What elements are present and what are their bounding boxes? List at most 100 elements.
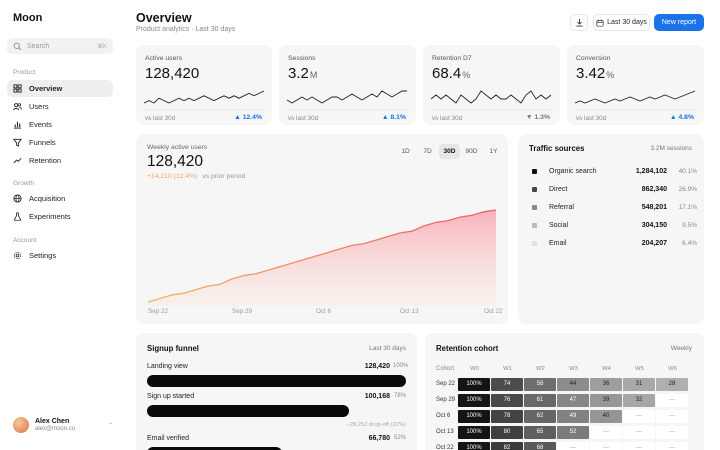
date-range-button[interactable]: Last 30 days: [593, 14, 650, 31]
x-tick-label: Oct 13: [400, 308, 419, 315]
retention-cell[interactable]: —: [656, 393, 688, 407]
retention-cell[interactable]: 40: [590, 409, 622, 423]
legend-swatch: [532, 168, 537, 174]
chevron-icon: ⌃: [107, 422, 113, 429]
retention-cell[interactable]: 100%: [458, 393, 490, 407]
retention-cell[interactable]: —: [590, 441, 622, 450]
retention-cell[interactable]: —: [623, 425, 655, 439]
kpi-card-conversion: Conversion 3.42% vs last 30d ▲ 4.8%: [567, 45, 704, 125]
retention-title: Retention cohort: [436, 344, 499, 353]
search-icon: [13, 42, 22, 50]
drop-off-note: −28,252 drop-off (22%): [346, 422, 406, 428]
trend-icon: [13, 157, 22, 164]
retention-header-row: Cohort W0 W1 W2 W3 W4 W5 W6: [436, 362, 689, 376]
traffic-row[interactable]: Email 204,207 6.4%: [529, 235, 697, 251]
search-input[interactable]: Search ⌘K: [7, 38, 113, 54]
retention-cell[interactable]: 36: [590, 377, 622, 391]
signup-funnel-card: Signup funnel Last 30 days Landing view 1…: [136, 333, 417, 450]
retention-cell[interactable]: 100%: [458, 425, 490, 439]
sidebar-item-label: Retention: [29, 156, 62, 165]
divider: [287, 109, 408, 110]
kpi-sparkline: [287, 90, 407, 104]
retention-cell[interactable]: —: [656, 441, 688, 450]
kpi-value: 3.2M: [288, 65, 318, 82]
range-tab-90d[interactable]: 90D: [465, 148, 478, 155]
kpi-delta: ▲ 4.8%: [669, 114, 694, 121]
funnel-step[interactable]: Landing view 128,420 100%: [147, 361, 408, 387]
range-tab-1y[interactable]: 1Y: [489, 148, 498, 155]
retention-cell[interactable]: 61: [524, 393, 556, 407]
legend-swatch: [532, 186, 537, 192]
retention-cell[interactable]: 44: [557, 377, 589, 391]
retention-cell[interactable]: 31: [623, 377, 655, 391]
flask-icon: [13, 212, 22, 221]
week-header: W4: [602, 366, 611, 372]
source-value: 204,207: [641, 239, 667, 247]
retention-cell[interactable]: 78: [491, 409, 523, 423]
bar-chart-icon: [13, 121, 22, 129]
traffic-row[interactable]: Referral 548,201 17.1%: [529, 199, 697, 215]
retention-cell[interactable]: 80: [491, 425, 523, 439]
range-tab-30d[interactable]: 30D: [439, 144, 460, 159]
retention-cell[interactable]: 100%: [458, 441, 490, 450]
retention-cell[interactable]: 68: [524, 441, 556, 450]
retention-cell[interactable]: 100%: [458, 409, 490, 423]
series-line: [147, 209, 497, 303]
sidebar-item-overview[interactable]: Overview: [7, 80, 113, 97]
retention-cell[interactable]: 32: [623, 393, 655, 407]
retention-cell[interactable]: 39: [590, 393, 622, 407]
retention-subtitle: Weekly: [670, 345, 692, 352]
x-tick-label: Sep 29: [232, 308, 252, 315]
retention-cell[interactable]: 49: [557, 409, 589, 423]
traffic-row[interactable]: Social 304,150 9.5%: [529, 217, 697, 233]
retention-cell[interactable]: 100%: [458, 377, 490, 391]
traffic-row[interactable]: Direct 862,340 26.9%: [529, 181, 697, 197]
sidebar-item-label: Events: [29, 120, 52, 129]
funnel-bar: [147, 375, 406, 387]
funnel-step[interactable]: Sign up started 100,168 78%: [147, 391, 406, 417]
retention-cell[interactable]: 76: [491, 393, 523, 407]
retention-grid: Cohort W0 W1 W2 W3 W4 W5 W6 Sep 22 100% 74…: [436, 362, 689, 450]
retention-cell[interactable]: 47: [557, 393, 589, 407]
cohort-row: Oct 22 100% 82 68— — — —: [436, 440, 689, 450]
retention-cell[interactable]: 52: [557, 425, 589, 439]
kpi-label: Conversion: [576, 55, 611, 62]
x-tick-label: Oct 22: [484, 308, 503, 315]
traffic-row[interactable]: Organic search 1,284,102 40.1%: [529, 163, 697, 179]
traffic-title: Traffic sources: [529, 144, 585, 153]
retention-cell[interactable]: —: [623, 409, 655, 423]
retention-cell[interactable]: —: [623, 441, 655, 450]
range-tab-1d[interactable]: 1D: [401, 148, 410, 155]
step-value: 100,168: [364, 392, 390, 400]
cohort-row: Oct 13 100% 80 65 52— — —: [436, 424, 689, 440]
retention-cell[interactable]: 82: [491, 441, 523, 450]
page-subtitle: Product analytics · Last 30 days: [136, 26, 236, 33]
sidebar-item-events[interactable]: Events: [7, 116, 113, 133]
grid-icon: [13, 84, 22, 93]
kpi-comparison: vs last 30d: [576, 115, 607, 122]
sidebar-item-funnels[interactable]: Funnels: [7, 134, 113, 151]
retention-cell[interactable]: —: [590, 425, 622, 439]
app-logo[interactable]: Moon: [13, 12, 43, 24]
download-button[interactable]: [570, 14, 588, 31]
retention-cell[interactable]: 28: [656, 377, 688, 391]
sidebar-item-experiments[interactable]: Experiments: [7, 208, 113, 225]
sidebar-item-settings[interactable]: Settings: [7, 247, 113, 264]
retention-cell[interactable]: 58: [524, 377, 556, 391]
source-pct: 40.1%: [678, 167, 697, 175]
retention-cell[interactable]: 74: [491, 377, 523, 391]
new-report-button[interactable]: New report: [654, 14, 704, 31]
sidebar-item-acquisition[interactable]: Acquisition: [7, 190, 113, 207]
funnel-title: Signup funnel: [147, 344, 199, 353]
user-menu[interactable]: Alex Chen alex@moon.co ⌃: [13, 416, 113, 434]
funnel-step[interactable]: Email verified 66,780 52%: [147, 433, 406, 450]
range-tab-7d[interactable]: 7D: [423, 148, 432, 155]
retention-cell[interactable]: —: [656, 425, 688, 439]
cohort-label: Sep 29: [436, 397, 456, 403]
retention-cell[interactable]: —: [656, 409, 688, 423]
retention-cell[interactable]: 62: [524, 409, 556, 423]
retention-cell[interactable]: —: [557, 441, 589, 450]
sidebar-item-retention[interactable]: Retention: [7, 152, 113, 169]
retention-cell[interactable]: 65: [524, 425, 556, 439]
sidebar-item-users[interactable]: Users: [7, 98, 113, 115]
